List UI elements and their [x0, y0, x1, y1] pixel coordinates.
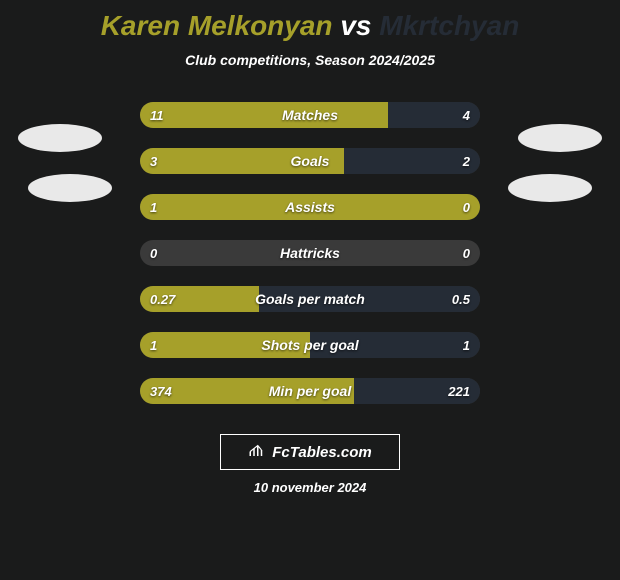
- stat-bar: Hattricks0 0: [140, 240, 480, 266]
- stat-bar-right: [354, 378, 480, 404]
- stat-bar: Min per goal374221: [140, 378, 480, 404]
- subtitle: Club competitions, Season 2024/2025: [0, 52, 620, 68]
- stat-bar-right: [310, 332, 480, 358]
- stat-bar-right: [388, 102, 480, 128]
- stat-value-right: 0: [463, 240, 470, 266]
- chart-icon: [248, 441, 266, 463]
- stat-row: Shots per goal11: [0, 322, 620, 368]
- stat-row: Hattricks0 0: [0, 230, 620, 276]
- stat-bar-right: [259, 286, 480, 312]
- stat-row: Assists10: [0, 184, 620, 230]
- stat-bar: Goals per match0.270.5: [140, 286, 480, 312]
- stat-bar-left: [140, 194, 480, 220]
- stat-row: Goals per match0.270.5: [0, 276, 620, 322]
- comparison-infographic: Karen Melkonyan vs Mkrtchyan Club compet…: [0, 0, 620, 580]
- stat-row: Goals32: [0, 138, 620, 184]
- stat-rows: Matches114 Goals32 Assists10 Hattricks0 0 Goa…: [0, 92, 620, 414]
- vs-text: vs: [340, 10, 371, 41]
- stat-bar-left: [140, 102, 388, 128]
- stat-bar-left: [140, 378, 354, 404]
- player2-name: Mkrtchyan: [379, 10, 519, 41]
- footer-date: 10 november 2024: [0, 480, 620, 495]
- watermark-text: FcTables.com: [272, 444, 371, 461]
- stat-bar-left: [140, 148, 344, 174]
- stat-bar-left: [140, 332, 310, 358]
- page-title: Karen Melkonyan vs Mkrtchyan: [0, 10, 620, 42]
- stat-row: Matches114: [0, 92, 620, 138]
- stat-value-left: 0: [150, 240, 157, 266]
- stat-label: Hattricks: [140, 240, 480, 266]
- watermark: FcTables.com: [220, 434, 400, 470]
- stat-row: Min per goal374221: [0, 368, 620, 414]
- stat-bar: Assists10: [140, 194, 480, 220]
- stat-bar-left: [140, 286, 259, 312]
- stat-bar-right: [344, 148, 480, 174]
- stat-bar: Goals32: [140, 148, 480, 174]
- stat-bar: Shots per goal11: [140, 332, 480, 358]
- stat-bar: Matches114: [140, 102, 480, 128]
- player1-name: Karen Melkonyan: [101, 10, 333, 41]
